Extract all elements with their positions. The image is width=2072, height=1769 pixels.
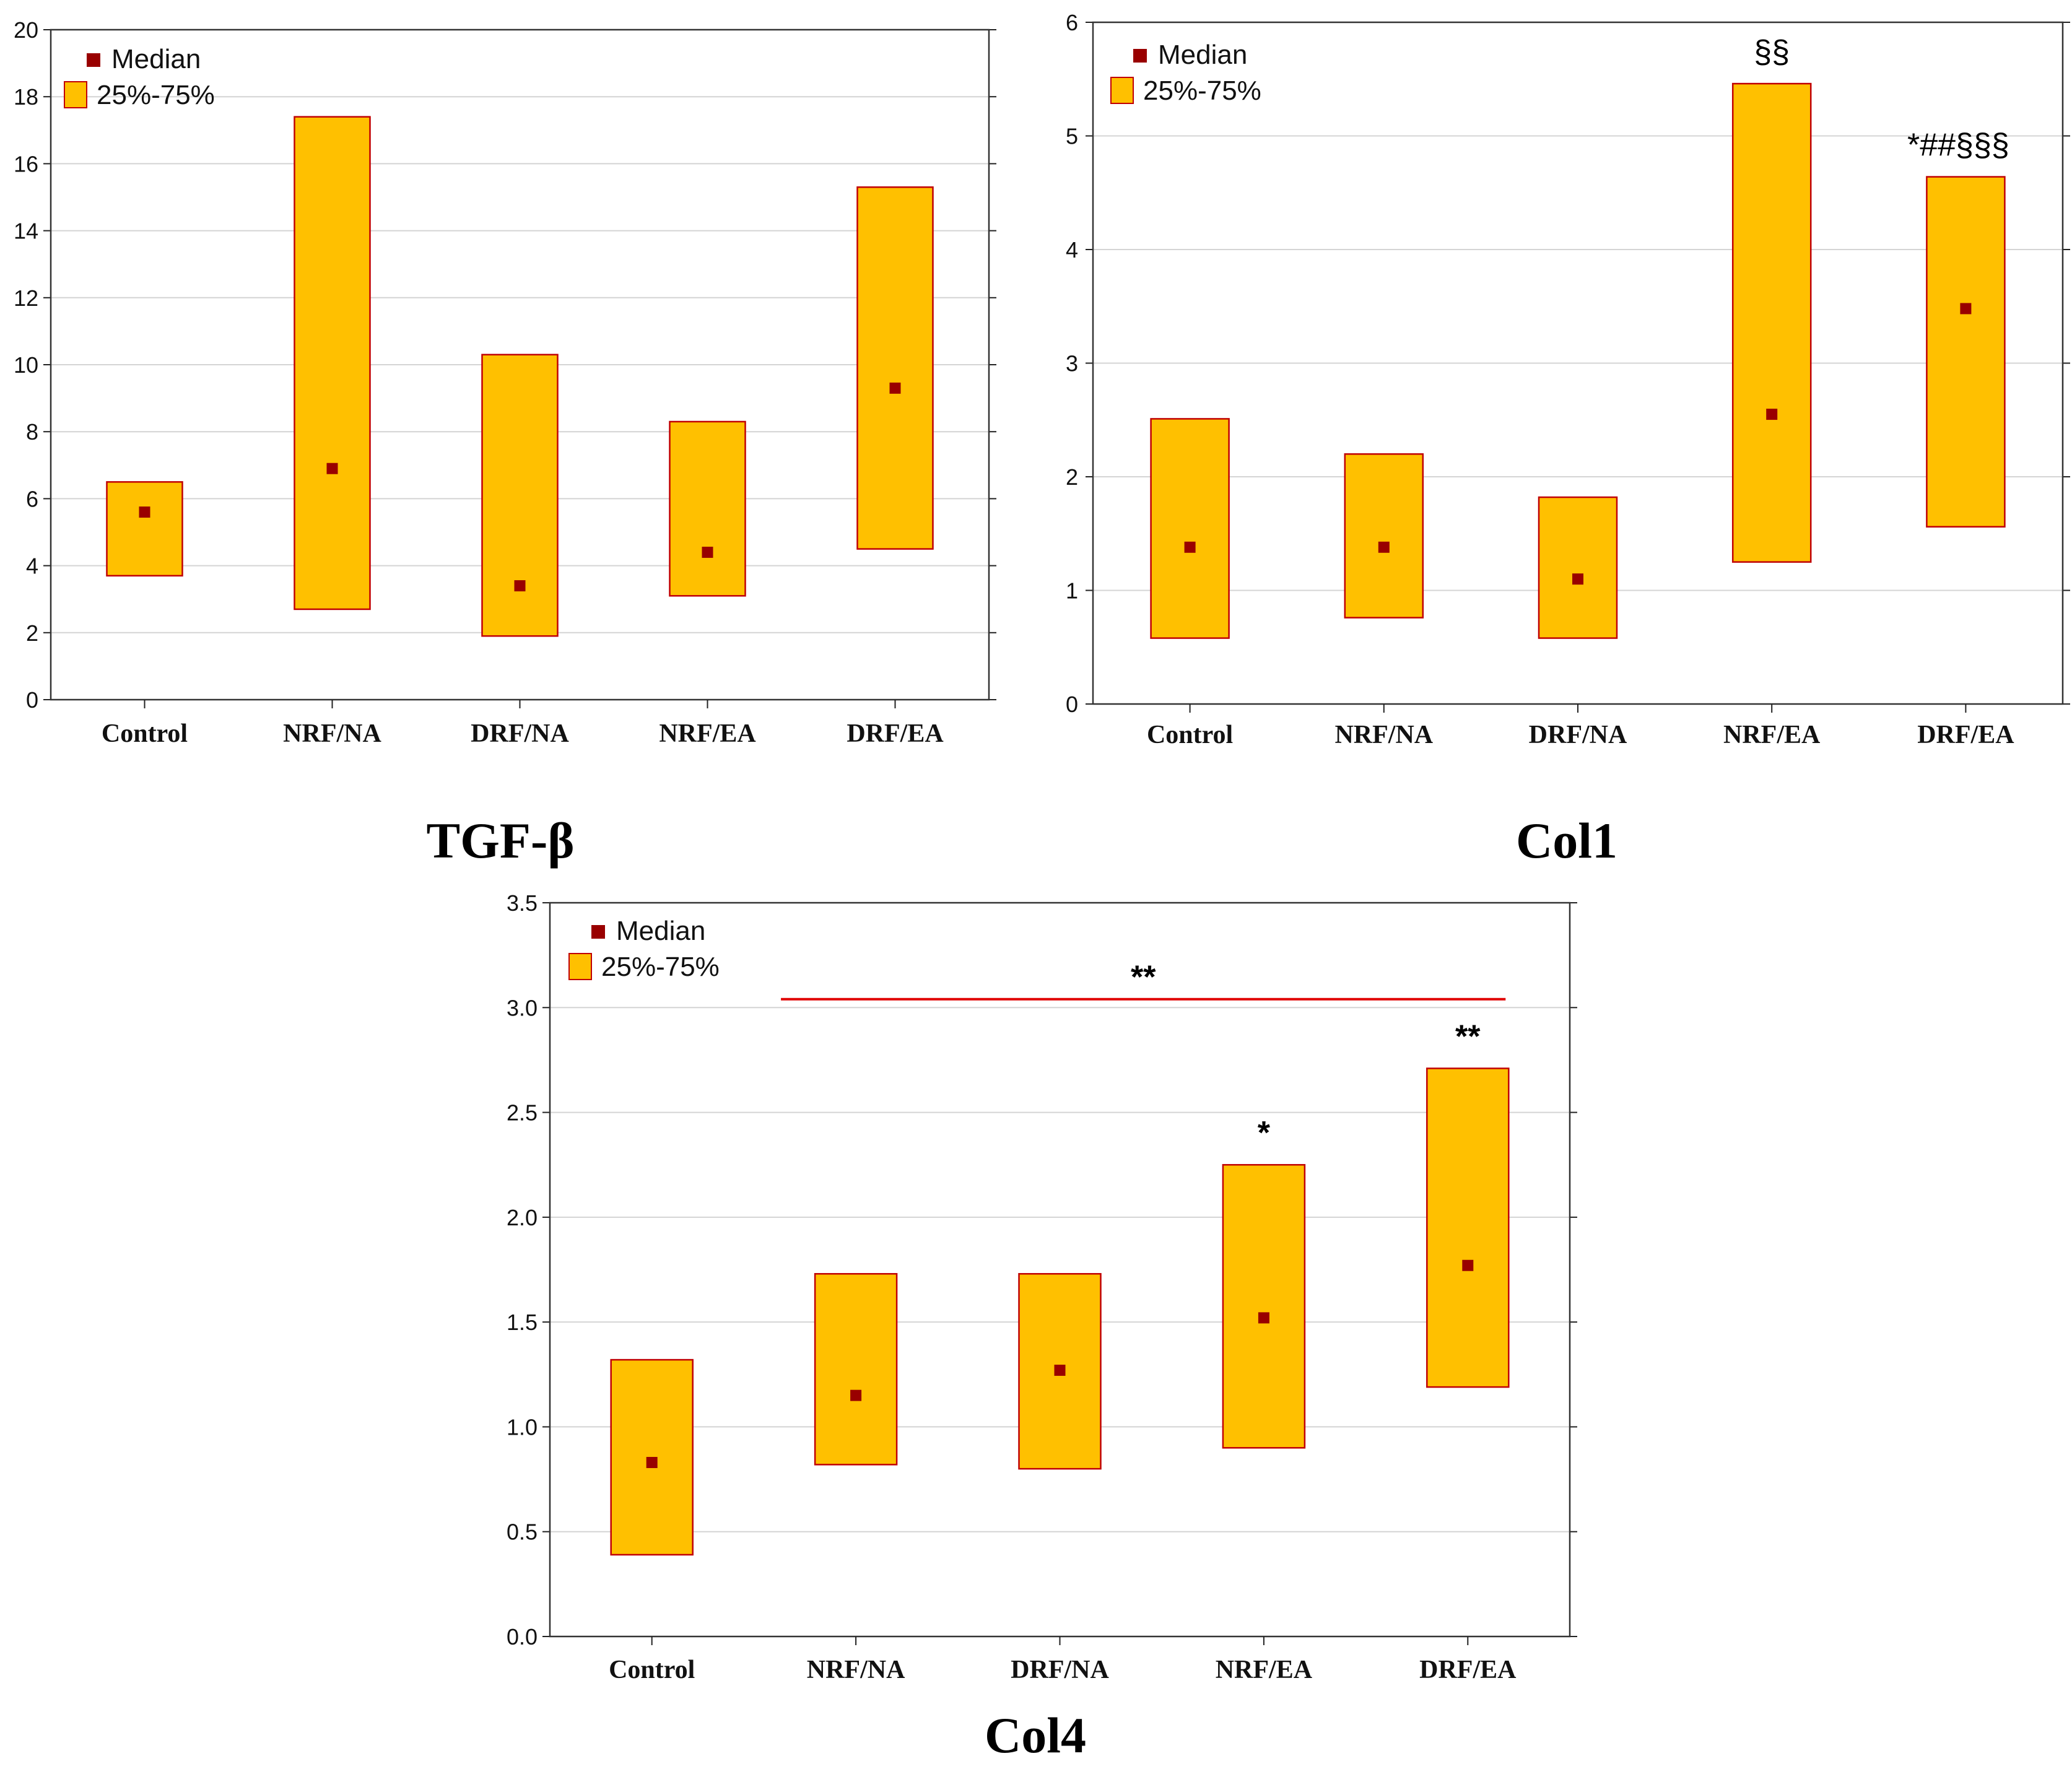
iqr-box (1426, 1067, 1510, 1388)
iqr-box (1150, 418, 1230, 639)
legend-median-swatch (87, 53, 100, 67)
median-marker (1572, 573, 1583, 585)
legend: Median 25%-75% (64, 44, 215, 110)
iqr-box (856, 186, 934, 550)
legend-range-label: 25%-75% (1143, 76, 1261, 106)
y-tick-label: 18 (14, 84, 38, 110)
significance-label: * (1258, 1115, 1271, 1151)
y-tick-label: 8 (26, 419, 38, 445)
significance-label: §§ (1754, 34, 1790, 70)
y-tick-label: 0 (1066, 692, 1078, 717)
median-marker (514, 580, 526, 592)
iqr-box (1926, 176, 2006, 528)
legend-range-label: 25%-75% (97, 80, 215, 110)
y-tick-label: 2.5 (507, 1100, 538, 1126)
plot-frame (549, 902, 1571, 1638)
chart-3: 0.0 0.5 1.0 1.5 2.0 2.5 3.0 3.5 Control NRF/NA DRF… (507, 890, 1577, 1763)
iqr-box (1344, 453, 1424, 619)
median-marker (1960, 303, 1972, 315)
iqr-box (481, 354, 559, 637)
median-marker (702, 546, 713, 558)
iqr-box (669, 420, 746, 597)
iqr-box (814, 1273, 898, 1466)
legend-range-swatch (1110, 77, 1134, 104)
y-tick-label: 4 (26, 554, 38, 579)
y-tick-label: 6 (1066, 10, 1078, 35)
x-tick-label: DRF/EA (847, 719, 944, 748)
y-tick-label: 3 (1066, 351, 1078, 376)
iqr-box (1538, 496, 1618, 639)
y-tick-label: 4 (1066, 237, 1078, 263)
x-tick-label: DRF/NA (471, 719, 569, 748)
iqr-box (1731, 82, 1812, 563)
y-tick-label: 2 (26, 620, 38, 646)
legend-median-swatch (591, 925, 605, 939)
legend-median-label: Median (111, 44, 201, 74)
significance-label: *##§§§ (1907, 128, 2009, 163)
median-marker (1184, 541, 1196, 553)
y-tick-label: 3.5 (507, 890, 538, 916)
y-tick-label: 2 (1066, 464, 1078, 490)
chart-caption: TGF-β (426, 812, 574, 869)
x-tick-label: NRF/NA (807, 1656, 905, 1684)
y-tick-label: 0 (26, 687, 38, 713)
median-marker (1766, 409, 1778, 420)
x-tick-label: NRF/EA (1216, 1656, 1313, 1684)
legend-median-label: Median (616, 916, 705, 946)
median-marker (850, 1389, 862, 1401)
x-tick-label: DRF/EA (1419, 1656, 1517, 1684)
median-marker (1054, 1365, 1066, 1376)
x-tick-label: NRF/NA (283, 719, 381, 748)
x-tick-label: Control (102, 719, 188, 748)
y-tick-label: 16 (14, 151, 38, 176)
y-tick-label: 1.0 (507, 1414, 538, 1440)
y-tick-label: 6 (26, 486, 38, 511)
x-tick-label: NRF/EA (659, 719, 756, 748)
iqr-box (294, 116, 371, 611)
x-tick-label: Control (609, 1656, 695, 1684)
y-tick-label: 1.5 (507, 1310, 538, 1335)
x-tick-label: DRF/NA (1011, 1656, 1109, 1684)
chart-caption: Col1 (1516, 812, 1617, 869)
chart-caption: Col4 (985, 1707, 1086, 1763)
x-tick-label: Control (1147, 721, 1233, 749)
legend-median-swatch (1133, 49, 1147, 63)
legend: Median 25%-75% (568, 916, 720, 982)
y-tick-label: 0.5 (507, 1519, 538, 1545)
chart-2: 0 1 2 3 4 5 6 Control NRF/NA DRF/NA NRF/EA DRF/EA §§… (1066, 10, 2070, 869)
y-tick-label: 3.0 (507, 995, 538, 1020)
x-tick-label: NRF/EA (1723, 721, 1821, 749)
iqr-box (1222, 1163, 1306, 1449)
legend-range-swatch (64, 81, 87, 108)
chart-1: 0 2 4 6 8 10 12 14 16 18 20 Control NRF/NA DRF/NA NRF/… (14, 17, 996, 869)
y-tick-label: 20 (14, 17, 38, 43)
median-marker (326, 463, 338, 474)
y-tick-label: 5 (1066, 124, 1078, 149)
iqr-box (106, 481, 183, 577)
x-tick-label: NRF/NA (1334, 721, 1433, 749)
median-marker (1258, 1312, 1269, 1324)
significance-label: ** (1455, 1019, 1481, 1054)
y-tick-label: 1 (1066, 578, 1078, 604)
median-marker (1462, 1259, 1474, 1271)
bracket-label: ** (1131, 960, 1156, 996)
x-tick-label: DRF/NA (1529, 721, 1627, 749)
y-tick-label: 12 (14, 285, 38, 311)
y-tick-label: 0.0 (507, 1624, 538, 1649)
y-tick-label: 14 (14, 219, 38, 244)
y-tick-label: 2.0 (507, 1205, 538, 1230)
y-tick-label: 10 (14, 352, 38, 378)
legend: Median 25%-75% (1110, 40, 1261, 106)
median-marker (1378, 541, 1390, 553)
median-marker (889, 382, 901, 394)
median-marker (139, 506, 150, 518)
legend-range-label: 25%-75% (601, 952, 720, 982)
legend-range-swatch (568, 953, 592, 980)
median-marker (646, 1456, 658, 1468)
legend-median-label: Median (1158, 40, 1247, 70)
x-tick-label: DRF/EA (1917, 721, 2014, 749)
